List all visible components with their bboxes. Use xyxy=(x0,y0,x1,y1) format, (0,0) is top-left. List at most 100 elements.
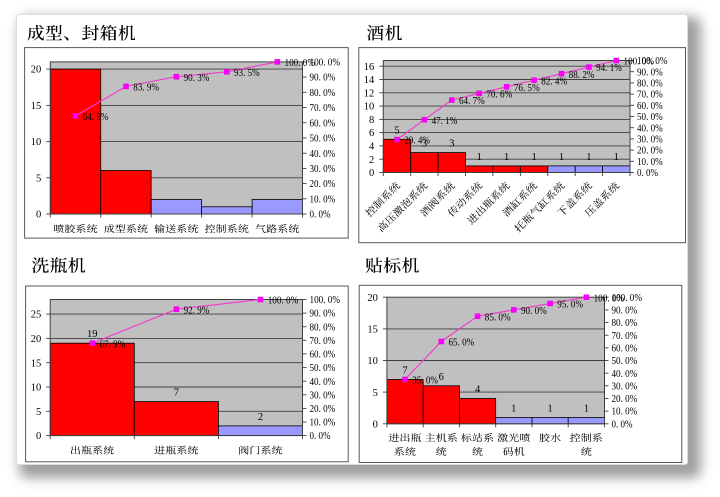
svg-text:70. 0%: 70. 0% xyxy=(310,336,336,347)
svg-text:7: 7 xyxy=(402,366,407,377)
svg-text:5: 5 xyxy=(36,407,41,418)
svg-text:1: 1 xyxy=(586,152,591,163)
svg-text:0: 0 xyxy=(369,168,374,179)
svg-text:0. 0%: 0. 0% xyxy=(612,419,633,430)
svg-text:100. 0%: 100. 0% xyxy=(637,56,668,67)
svg-text:10. 0%: 10. 0% xyxy=(637,157,663,168)
svg-text:80. 0%: 80. 0% xyxy=(310,322,336,333)
svg-text:7: 7 xyxy=(174,388,179,399)
svg-text:4: 4 xyxy=(475,385,481,396)
svg-text:20. 0%: 20. 0% xyxy=(310,179,336,190)
svg-text:92. 9%: 92. 9% xyxy=(184,305,210,316)
svg-text:0. 0%: 0. 0% xyxy=(310,210,331,221)
svg-text:47. 1%: 47. 1% xyxy=(432,116,458,127)
svg-text:1: 1 xyxy=(477,152,482,163)
svg-text:100. 0%: 100. 0% xyxy=(285,58,316,69)
svg-text:1: 1 xyxy=(504,152,509,163)
svg-text:1: 1 xyxy=(584,404,589,415)
svg-text:100. 0%: 100. 0% xyxy=(594,293,625,304)
svg-text:15: 15 xyxy=(31,358,42,369)
svg-text:25: 25 xyxy=(31,310,42,321)
svg-text:76. 5%: 76. 5% xyxy=(514,83,540,94)
svg-text:20. 0%: 20. 0% xyxy=(637,146,663,157)
svg-text:85. 0%: 85. 0% xyxy=(485,312,511,323)
svg-text:16: 16 xyxy=(364,62,375,73)
svg-text:80. 0%: 80. 0% xyxy=(612,318,638,329)
svg-text:20. 0%: 20. 0% xyxy=(310,404,336,415)
svg-text:50. 0%: 50. 0% xyxy=(612,356,638,367)
svg-text:40. 0%: 40. 0% xyxy=(612,369,638,380)
svg-text:3: 3 xyxy=(422,139,427,150)
svg-text:60. 0%: 60. 0% xyxy=(310,118,336,129)
svg-text:0. 0%: 0. 0% xyxy=(637,168,658,179)
svg-text:6: 6 xyxy=(369,128,374,139)
svg-text:15: 15 xyxy=(31,101,42,112)
svg-text:67. 9%: 67. 9% xyxy=(100,339,126,350)
svg-text:5: 5 xyxy=(373,388,378,399)
svg-text:50. 0%: 50. 0% xyxy=(310,134,336,145)
svg-text:20: 20 xyxy=(31,334,42,345)
svg-text:19: 19 xyxy=(87,329,98,340)
svg-text:40. 0%: 40. 0% xyxy=(637,123,663,134)
svg-text:6: 6 xyxy=(439,372,444,383)
svg-text:40. 0%: 40. 0% xyxy=(310,377,336,388)
svg-text:64. 5%: 64. 5% xyxy=(83,112,109,123)
svg-text:90. 0%: 90. 0% xyxy=(310,73,336,84)
svg-text:100. 0%: 100. 0% xyxy=(310,58,341,69)
svg-text:90. 0%: 90. 0% xyxy=(612,306,638,317)
svg-text:83. 9%: 83. 9% xyxy=(133,83,159,94)
svg-text:10. 0%: 10. 0% xyxy=(310,194,336,205)
svg-text:30. 0%: 30. 0% xyxy=(310,390,336,401)
svg-text:15: 15 xyxy=(367,325,378,336)
svg-text:30. 0%: 30. 0% xyxy=(612,381,638,392)
svg-text:12: 12 xyxy=(364,88,375,99)
svg-text:50. 0%: 50. 0% xyxy=(637,112,663,123)
svg-text:0: 0 xyxy=(36,431,41,442)
svg-text:90. 3%: 90. 3% xyxy=(184,73,210,84)
svg-text:70. 0%: 70. 0% xyxy=(310,103,336,114)
svg-text:88. 2%: 88. 2% xyxy=(569,70,595,81)
svg-text:100. 0%: 100. 0% xyxy=(268,296,299,307)
svg-text:2: 2 xyxy=(369,155,374,166)
svg-text:29. 4%: 29. 4% xyxy=(404,136,430,147)
svg-text:70. 6%: 70. 6% xyxy=(486,90,512,101)
svg-text:95. 0%: 95. 0% xyxy=(557,300,583,311)
svg-text:4: 4 xyxy=(369,142,375,153)
svg-text:93. 5%: 93. 5% xyxy=(234,68,260,79)
svg-text:3: 3 xyxy=(449,139,454,150)
svg-text:65. 0%: 65. 0% xyxy=(449,338,475,349)
svg-text:100. 0%: 100. 0% xyxy=(624,57,655,68)
svg-text:5: 5 xyxy=(394,125,399,136)
svg-text:64. 7%: 64. 7% xyxy=(459,96,485,107)
svg-text:0: 0 xyxy=(373,419,378,430)
svg-text:20. 0%: 20. 0% xyxy=(612,394,638,405)
svg-text:10: 10 xyxy=(367,356,378,367)
svg-text:60. 0%: 60. 0% xyxy=(637,101,663,112)
svg-text:1: 1 xyxy=(531,152,536,163)
svg-text:100. 0%: 100. 0% xyxy=(612,293,643,304)
svg-text:1: 1 xyxy=(547,404,552,415)
svg-text:70. 0%: 70. 0% xyxy=(637,90,663,101)
svg-text:100. 0%: 100. 0% xyxy=(310,295,341,306)
svg-text:94. 1%: 94. 1% xyxy=(596,63,622,74)
svg-text:1: 1 xyxy=(559,152,564,163)
svg-text:14: 14 xyxy=(364,75,375,86)
svg-text:60. 0%: 60. 0% xyxy=(310,350,336,361)
svg-text:1: 1 xyxy=(614,152,619,163)
svg-text:90. 0%: 90. 0% xyxy=(637,67,663,78)
svg-text:10. 0%: 10. 0% xyxy=(612,407,638,418)
svg-text:2: 2 xyxy=(258,412,263,423)
svg-text:30. 0%: 30. 0% xyxy=(637,135,663,146)
svg-text:0: 0 xyxy=(36,210,41,221)
svg-text:30. 0%: 30. 0% xyxy=(310,164,336,175)
svg-text:0. 0%: 0. 0% xyxy=(310,431,331,442)
svg-text:80. 0%: 80. 0% xyxy=(310,88,336,99)
svg-text:35. 0%: 35. 0% xyxy=(412,376,438,387)
svg-text:80. 0%: 80. 0% xyxy=(637,79,663,90)
svg-text:10: 10 xyxy=(31,383,42,394)
svg-text:60. 0%: 60. 0% xyxy=(612,343,638,354)
svg-text:10: 10 xyxy=(31,137,42,148)
svg-text:20: 20 xyxy=(31,65,42,76)
svg-text:70. 0%: 70. 0% xyxy=(612,331,638,342)
svg-text:10. 0%: 10. 0% xyxy=(310,418,336,429)
